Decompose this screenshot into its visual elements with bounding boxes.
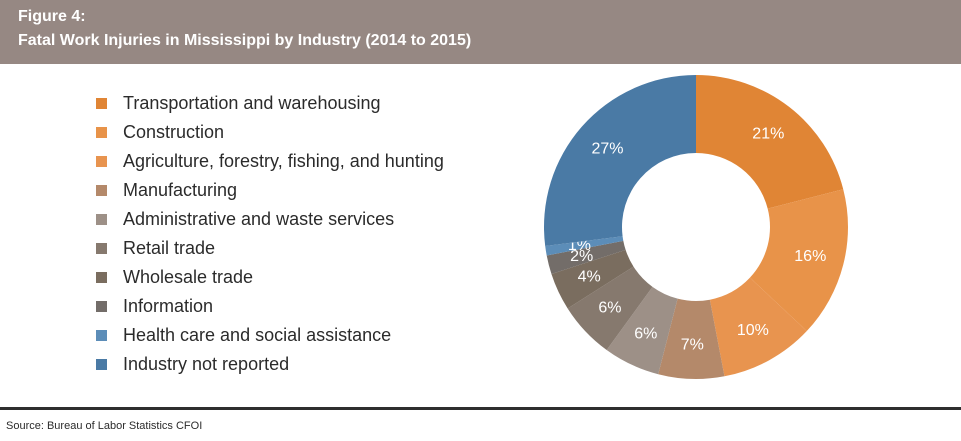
- legend-label: Retail trade: [123, 238, 216, 258]
- legend-label: Administrative and waste services: [123, 209, 395, 229]
- legend-swatch: [96, 301, 107, 312]
- legend-swatch: [96, 214, 107, 225]
- donut-slice: [709, 277, 807, 377]
- slice-label: 6%: [598, 299, 621, 316]
- slice-label: 7%: [681, 336, 704, 353]
- donut-slice: [551, 249, 634, 309]
- legend-label: Transportation and warehousing: [123, 93, 381, 113]
- slice-label: 2%: [570, 248, 593, 265]
- legend-item: Transportation and warehousing: [96, 89, 444, 118]
- legend-swatch: [96, 272, 107, 283]
- legend-item: Construction: [96, 118, 444, 147]
- legend-swatch: [96, 330, 107, 341]
- legend-item: Manufacturing: [96, 176, 444, 205]
- footer-divider: [0, 407, 961, 410]
- legend-label: Agriculture, forestry, fishing, and hunt…: [123, 151, 444, 171]
- figure-header: Figure 4: Fatal Work Injuries in Mississ…: [0, 0, 961, 64]
- source-note: Source: Bureau of Labor Statistics CFOI: [6, 420, 203, 432]
- legend-item: Administrative and waste services: [96, 205, 444, 234]
- donut-slice: [546, 240, 626, 274]
- donut-slice: [696, 75, 844, 209]
- slice-label: 4%: [578, 269, 601, 286]
- legend-swatch: [96, 243, 107, 254]
- donut-slice: [658, 298, 725, 379]
- slice-label: 27%: [591, 140, 623, 157]
- donut-slice: [567, 266, 653, 350]
- legend-item: Health care and social assistance: [96, 321, 444, 350]
- slice-label: 10%: [737, 322, 769, 339]
- slice-label: 16%: [794, 248, 826, 265]
- legend-item: Wholesale trade: [96, 263, 444, 292]
- legend-label: Industry not reported: [123, 354, 290, 374]
- legend-swatch: [96, 156, 107, 167]
- donut-slice: [749, 189, 848, 332]
- legend-swatch: [96, 185, 107, 196]
- slice-label: 21%: [752, 125, 784, 142]
- legend-label: Health care and social assistance: [123, 325, 392, 345]
- legend-label: Construction: [123, 122, 225, 142]
- legend-swatch: [96, 98, 107, 109]
- donut-slice: [545, 236, 624, 256]
- legend-label: Wholesale trade: [123, 267, 254, 287]
- legend-swatch: [96, 359, 107, 370]
- donut-slice: [606, 286, 678, 375]
- legend-item: Information: [96, 292, 444, 321]
- chart-title: Fatal Work Injuries in Mississippi by In…: [18, 32, 472, 49]
- legend-item: Industry not reported: [96, 350, 444, 379]
- legend-item: Agriculture, forestry, fishing, and hunt…: [96, 147, 444, 176]
- donut-chart: 21%16%10%7%6%6%4%2%1%27%: [544, 75, 848, 379]
- legend-label: Information: [123, 296, 214, 316]
- chart-legend: Transportation and warehousing Construct…: [96, 89, 444, 379]
- legend-item: Retail trade: [96, 234, 444, 263]
- legend-swatch: [96, 127, 107, 138]
- legend-label: Manufacturing: [123, 180, 238, 200]
- slice-label: 6%: [634, 325, 657, 342]
- figure-label: Figure 4:: [18, 8, 86, 25]
- donut-slice: [544, 75, 696, 247]
